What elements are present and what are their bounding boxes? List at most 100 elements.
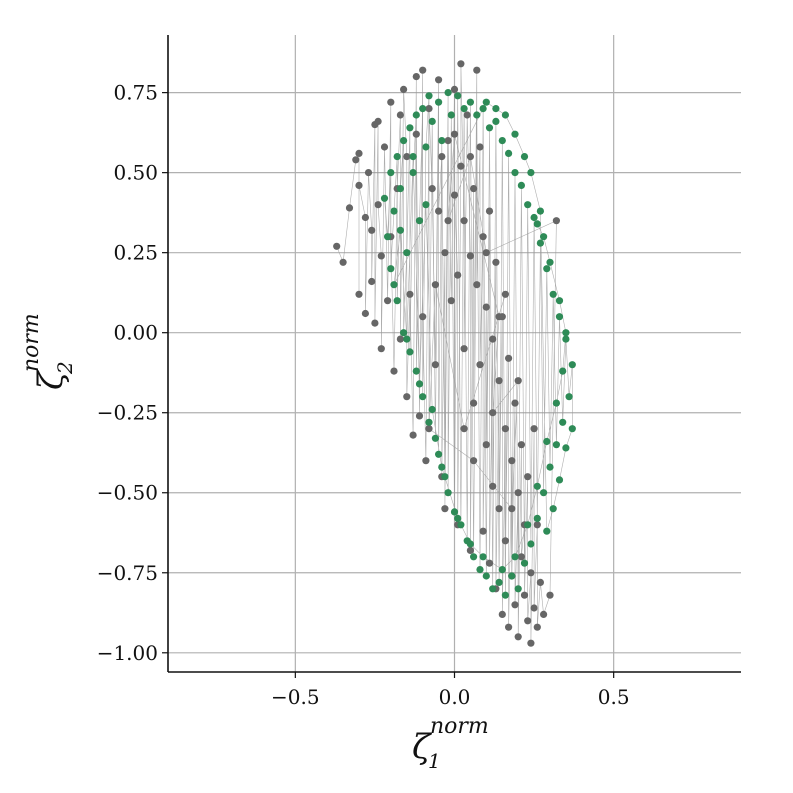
series-2-point bbox=[393, 297, 401, 305]
series-2-point bbox=[514, 585, 522, 593]
series-1-point bbox=[482, 249, 490, 257]
series-2-point bbox=[543, 437, 551, 446]
y-tick-label: −0.25 bbox=[97, 401, 158, 425]
series-1-point bbox=[412, 73, 420, 81]
series-1-point bbox=[377, 252, 385, 260]
series-1-point bbox=[425, 425, 433, 433]
series-2-point bbox=[425, 92, 433, 100]
y-tick-label: −0.50 bbox=[97, 481, 158, 505]
series-2-point bbox=[555, 297, 564, 305]
series-1-point bbox=[530, 425, 538, 433]
series-1-point bbox=[441, 505, 449, 513]
series-2-point bbox=[559, 367, 567, 375]
series-2-point bbox=[495, 578, 503, 587]
series-2-point bbox=[390, 207, 398, 215]
series-1-point bbox=[361, 309, 369, 318]
series-1-point bbox=[501, 290, 509, 298]
series-2-point bbox=[396, 185, 404, 193]
series-1-point bbox=[387, 98, 395, 106]
series-2-point bbox=[492, 105, 500, 113]
series-1-point bbox=[409, 431, 417, 439]
series-1-point bbox=[508, 457, 516, 465]
series-1-point bbox=[345, 204, 354, 212]
series-2-point bbox=[400, 137, 408, 145]
series-2-point bbox=[527, 540, 535, 548]
series-2-point bbox=[476, 566, 484, 574]
series-1-point bbox=[470, 185, 478, 193]
series-1-point bbox=[466, 546, 474, 555]
series-2-point bbox=[520, 153, 529, 161]
series-2-point bbox=[552, 441, 561, 449]
series-2-point bbox=[562, 329, 570, 337]
series-2-point bbox=[517, 181, 526, 189]
series-2-point bbox=[524, 201, 532, 209]
series-1-point bbox=[435, 207, 443, 215]
series-1-point bbox=[396, 111, 404, 119]
series-1-point bbox=[400, 85, 408, 93]
y-tick-label: 0.25 bbox=[113, 241, 158, 265]
series-2-point bbox=[409, 153, 417, 161]
series-1-point bbox=[508, 505, 516, 513]
series-1-point bbox=[501, 537, 509, 545]
series-1-point bbox=[505, 354, 513, 362]
x-axis-label-sub: 1 bbox=[428, 749, 441, 773]
series-2-point bbox=[568, 361, 576, 369]
series-2-point bbox=[438, 137, 446, 145]
series-1-point bbox=[441, 249, 449, 257]
series-2-point bbox=[403, 249, 411, 257]
x-tick-label: −0.5 bbox=[271, 685, 320, 709]
series-2-point bbox=[533, 482, 541, 490]
series-2-point bbox=[450, 508, 459, 516]
series-2-point bbox=[470, 553, 478, 561]
series-1-point bbox=[514, 377, 522, 385]
series-1-point bbox=[447, 297, 455, 305]
series-2-point bbox=[425, 418, 433, 426]
series-1-point bbox=[533, 623, 541, 631]
series-1-point bbox=[473, 66, 481, 74]
series-1-point bbox=[428, 185, 436, 193]
series-2-point bbox=[555, 476, 564, 484]
series-2-line bbox=[384, 92, 573, 596]
series-2-point bbox=[482, 572, 490, 580]
series-1-point bbox=[438, 153, 446, 161]
series-1-point bbox=[524, 473, 532, 481]
series-1-point bbox=[479, 527, 487, 535]
series-1-point bbox=[495, 313, 503, 321]
series-1-point bbox=[524, 617, 532, 625]
series-1-point bbox=[444, 217, 452, 225]
series-1-point bbox=[355, 149, 363, 157]
series-1-point bbox=[520, 591, 529, 599]
series-1-point bbox=[377, 345, 385, 353]
series-1-point bbox=[406, 290, 414, 298]
series-2-point bbox=[447, 111, 455, 119]
series-1-point bbox=[473, 281, 481, 289]
series-2-point bbox=[485, 124, 494, 132]
series-2-point bbox=[549, 290, 557, 298]
series-2-point bbox=[435, 450, 443, 458]
series-1-point bbox=[339, 258, 347, 266]
series-2-point bbox=[419, 393, 427, 401]
series-1-point bbox=[384, 297, 392, 305]
series-2-point bbox=[482, 98, 490, 106]
y-tick-label: 0.00 bbox=[113, 321, 158, 345]
series-2-point bbox=[568, 425, 576, 433]
series-1-point bbox=[364, 169, 373, 177]
series-1-point bbox=[333, 242, 341, 250]
series-2-point bbox=[498, 566, 506, 574]
series-1-point bbox=[425, 105, 433, 113]
series-1-point bbox=[374, 201, 382, 209]
x-tick-label: 0.0 bbox=[439, 685, 471, 709]
series-1-point bbox=[380, 143, 389, 151]
series-2-point bbox=[555, 313, 564, 321]
series-1-point bbox=[527, 639, 535, 647]
series-1-point bbox=[505, 623, 513, 631]
y-axis-label-symbol: ζ bbox=[31, 369, 71, 390]
y-axis-label-sub: 2 bbox=[53, 361, 77, 375]
series-2-point bbox=[559, 418, 567, 426]
data-points bbox=[333, 60, 576, 647]
series-2-point bbox=[546, 258, 554, 266]
series-2-point bbox=[549, 505, 557, 513]
series-2-point bbox=[409, 169, 417, 177]
series-2-point bbox=[527, 169, 535, 177]
